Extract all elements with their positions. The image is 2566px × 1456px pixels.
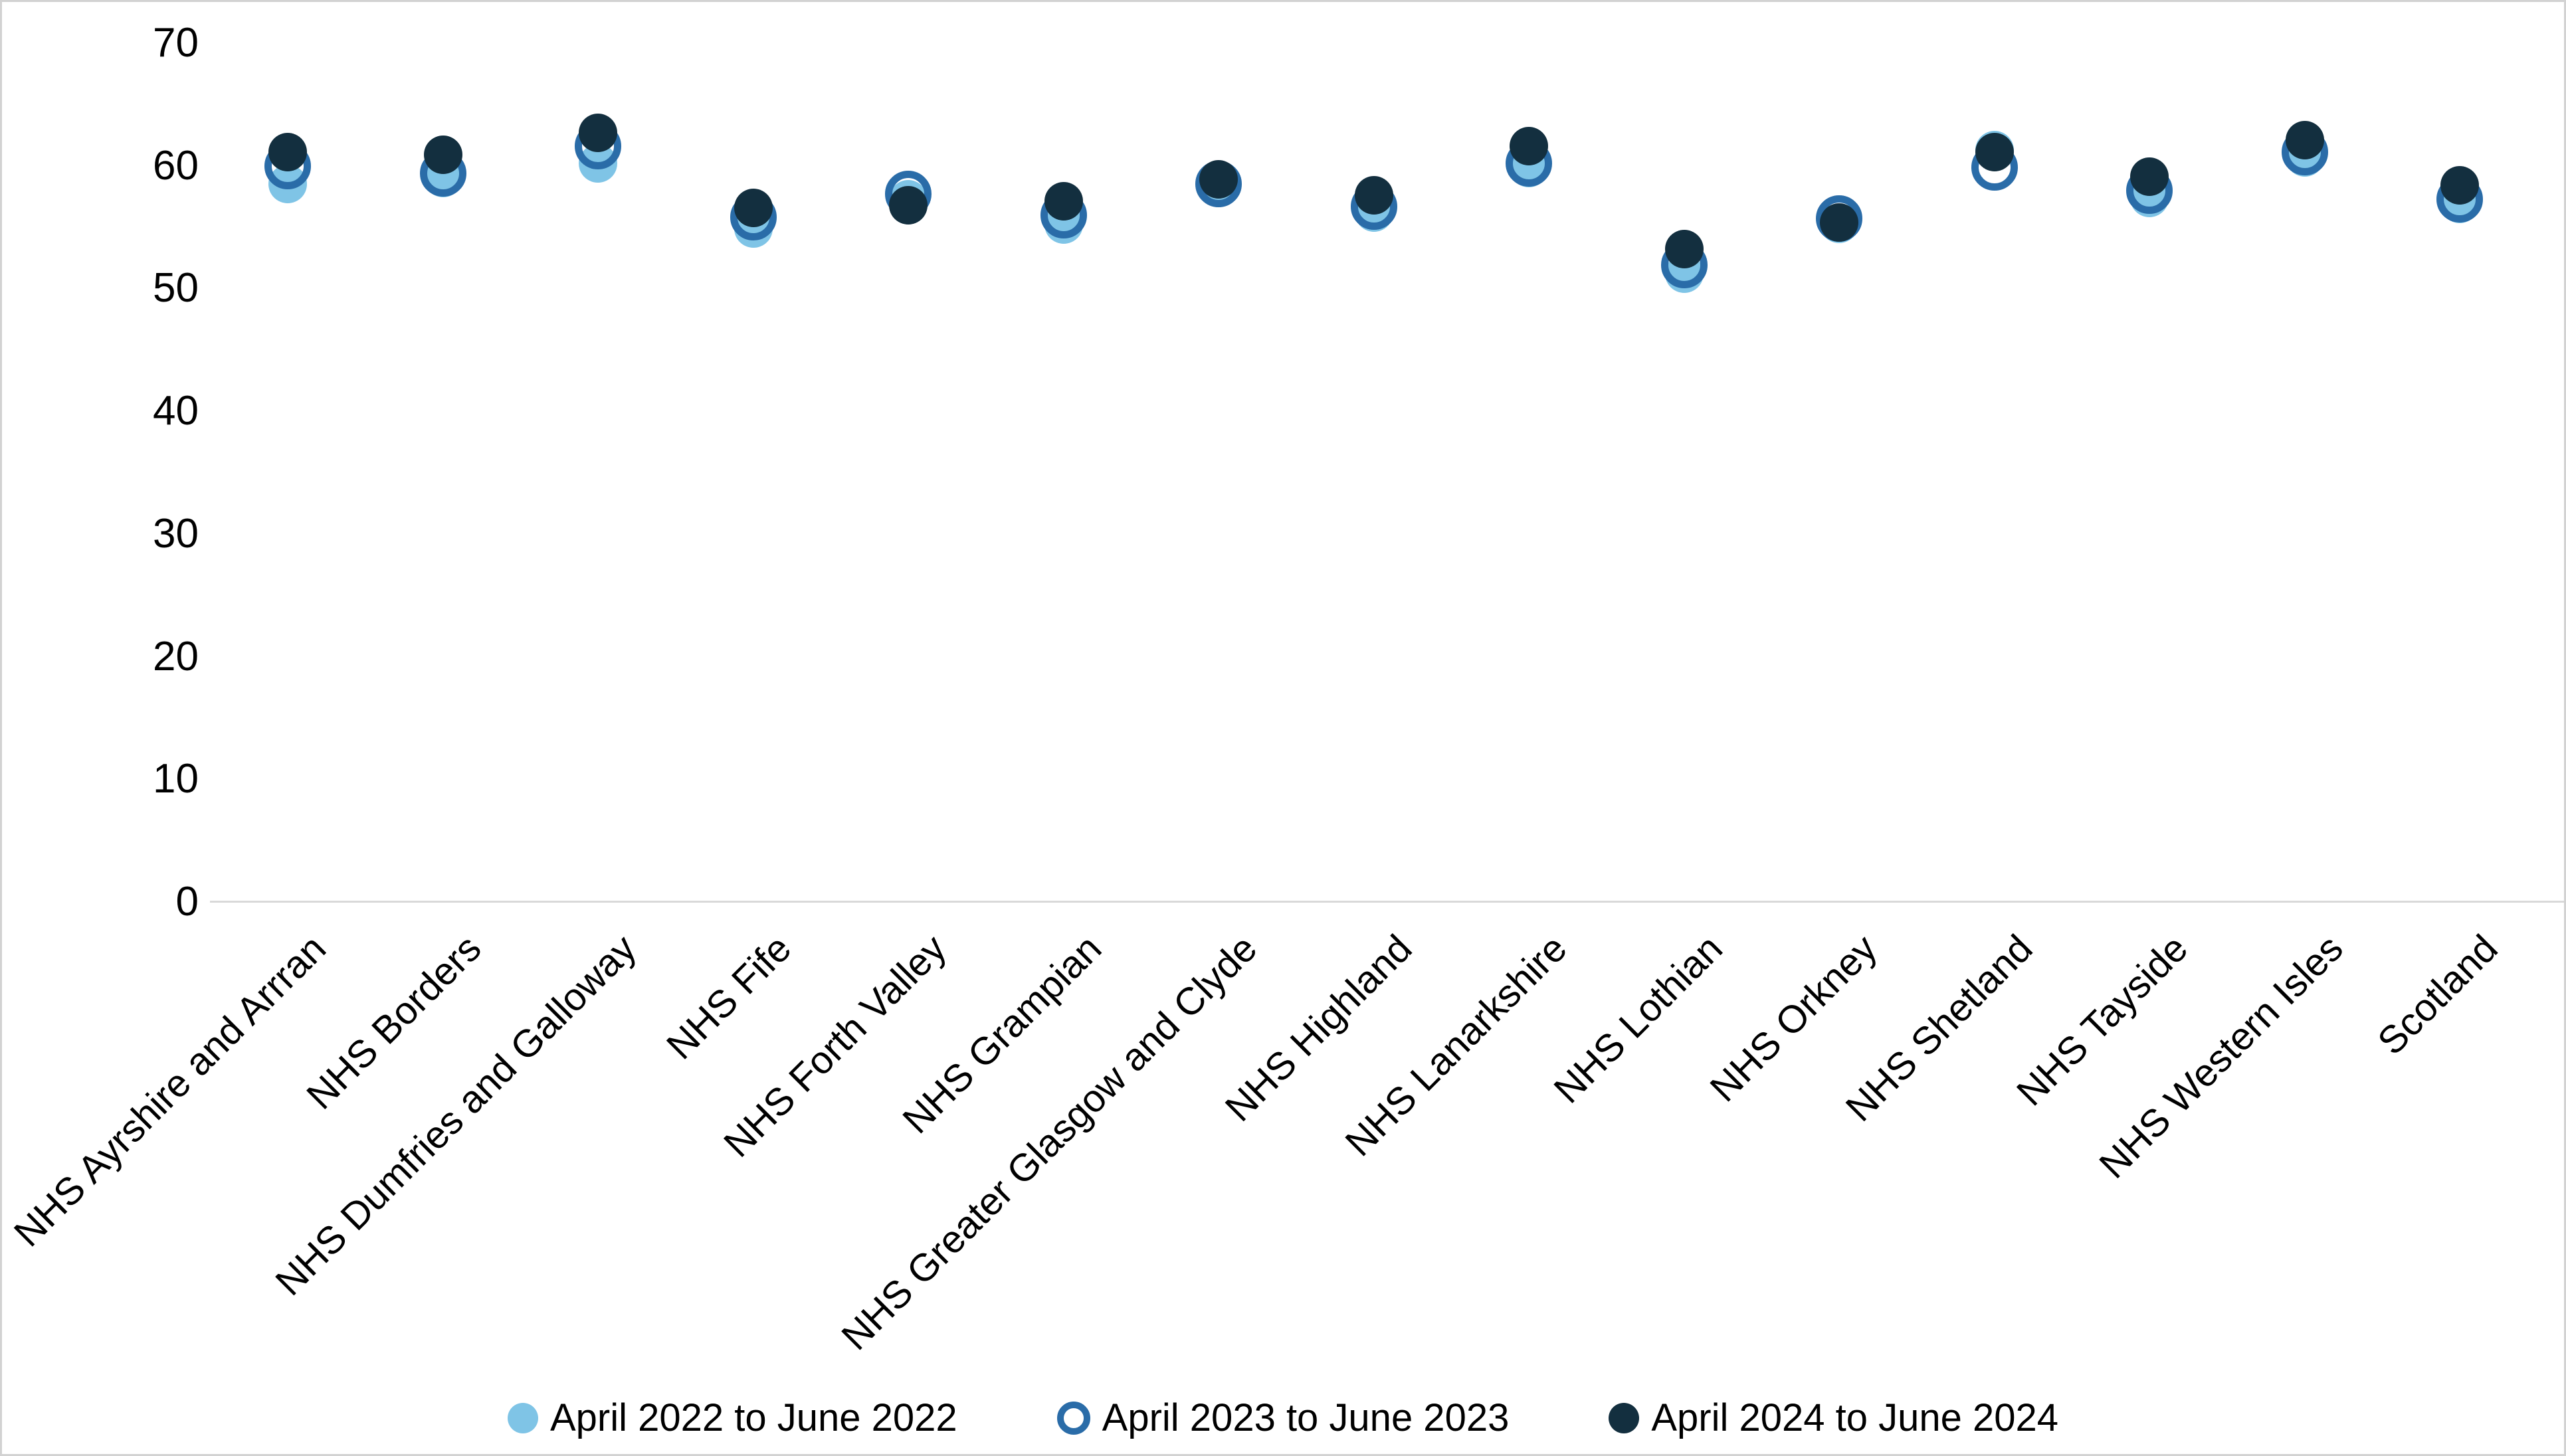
data-point	[2285, 120, 2324, 159]
y-tick-label: 30	[153, 510, 199, 557]
x-category-label: NHS Fife	[658, 927, 800, 1068]
data-point	[1510, 127, 1548, 166]
legend-item-april-2024-to-june-2024: April 2024 to June 2024	[1609, 1394, 2058, 1442]
x-axis-line	[210, 901, 2564, 903]
data-point	[579, 113, 617, 152]
legend: April 2022 to June 2022 April 2023 to Ju…	[2, 1394, 2564, 1442]
x-category-label: Scotland	[2369, 927, 2506, 1063]
data-point	[423, 136, 462, 175]
y-tick-label: 70	[153, 20, 199, 66]
data-point	[1354, 176, 1393, 215]
y-tick-label: 50	[153, 265, 199, 312]
data-point	[1044, 182, 1083, 221]
y-tick-label: 10	[153, 756, 199, 802]
legend-label: April 2024 to June 2024	[1651, 1396, 2059, 1439]
filled-circle-icon	[1609, 1403, 1640, 1433]
open-circle-icon	[1056, 1402, 1090, 1435]
x-category-label: NHS Lothian	[1545, 927, 1731, 1112]
data-point	[889, 185, 928, 225]
filled-circle-icon	[507, 1403, 538, 1433]
y-tick-label: 60	[153, 142, 199, 189]
y-tick-label: 20	[153, 633, 199, 680]
data-point	[2440, 166, 2479, 205]
data-point	[1199, 160, 1238, 199]
x-category-label: NHS Ayrshire and Arrran	[5, 927, 334, 1255]
data-point	[1820, 203, 1858, 242]
legend-label: April 2022 to June 2022	[549, 1396, 957, 1439]
y-tick-label: 40	[153, 388, 199, 434]
legend-item-april-2023-to-june-2023: April 2023 to June 2023	[1056, 1394, 1510, 1442]
data-point	[1664, 230, 1704, 269]
legend-item-april-2022-to-june-2022: April 2022 to June 2022	[507, 1394, 957, 1442]
data-point	[2130, 157, 2169, 197]
data-point	[734, 188, 773, 227]
data-point	[1975, 133, 2014, 172]
data-point	[268, 133, 307, 172]
y-tick-label: 0	[175, 879, 199, 925]
legend-label: April 2023 to June 2023	[1102, 1396, 1510, 1439]
